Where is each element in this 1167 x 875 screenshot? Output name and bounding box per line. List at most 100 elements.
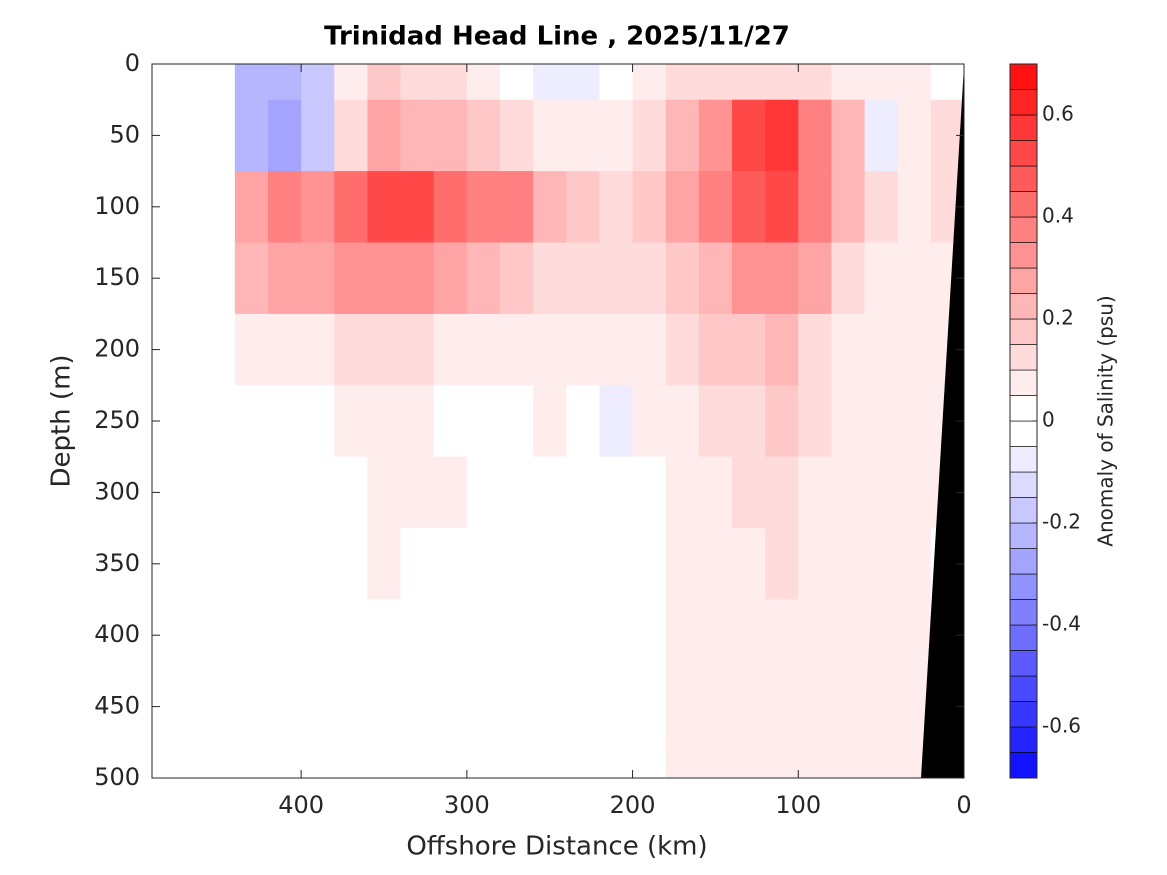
field-cell xyxy=(698,528,733,600)
field-cell xyxy=(234,599,269,672)
field-cell xyxy=(433,742,468,779)
field-cell xyxy=(632,171,667,243)
field-cell xyxy=(566,385,600,458)
field-cell xyxy=(698,64,733,101)
y-tick-label: 0 xyxy=(125,49,140,77)
colorbar-band xyxy=(1009,548,1038,575)
field-cell xyxy=(334,385,368,458)
field-cell xyxy=(765,99,799,172)
y-tick-label: 500 xyxy=(94,763,140,791)
colorbar-band xyxy=(1009,675,1038,702)
field-cell xyxy=(798,528,832,600)
field-cell xyxy=(433,64,468,101)
field-cell xyxy=(566,171,600,243)
field-cell xyxy=(897,385,932,458)
field-cell xyxy=(798,171,832,243)
field-cell xyxy=(334,313,368,386)
field-cell xyxy=(400,528,435,600)
field-cell xyxy=(466,313,501,386)
field-cell xyxy=(400,64,435,101)
field-cell xyxy=(732,528,766,600)
field-cell xyxy=(632,456,667,529)
chart-title: Trinidad Head Line , 2025/11/27 xyxy=(324,22,790,52)
field-cell xyxy=(599,456,634,529)
field-cell xyxy=(400,599,435,672)
y-tick-label: 450 xyxy=(94,692,140,720)
y-tick-label: 250 xyxy=(94,406,140,434)
field-cell xyxy=(632,670,667,743)
field-cell xyxy=(433,99,468,172)
field-cell xyxy=(831,528,866,600)
field-cell xyxy=(533,528,567,600)
field-cell xyxy=(698,385,733,458)
field-cell xyxy=(831,313,866,386)
field-cell xyxy=(864,313,899,386)
field-cell xyxy=(897,64,932,101)
field-cell xyxy=(268,528,302,600)
field-cell xyxy=(367,528,402,600)
field-cell xyxy=(334,64,368,101)
field-cell xyxy=(400,171,435,243)
field-cell xyxy=(566,64,600,101)
field-cell xyxy=(798,64,832,101)
field-cell xyxy=(599,599,634,672)
field-cell xyxy=(234,456,269,529)
field-cell xyxy=(433,385,468,458)
field-cell xyxy=(433,171,468,243)
field-cell xyxy=(301,171,335,243)
field-cell xyxy=(268,599,302,672)
field-cell xyxy=(301,670,335,743)
y-tick-label: 200 xyxy=(94,335,140,363)
field-cell xyxy=(732,456,766,529)
field-cell xyxy=(367,313,402,386)
colorbar-band xyxy=(1009,293,1038,320)
field-cell xyxy=(500,742,534,779)
field-cell xyxy=(599,242,634,315)
field-cell xyxy=(566,242,600,315)
field-cell xyxy=(500,456,534,529)
field-cell xyxy=(665,171,700,243)
field-cell xyxy=(599,670,634,743)
field-cell xyxy=(268,385,302,458)
field-cell xyxy=(367,171,402,243)
field-cell xyxy=(732,599,766,672)
field-cell xyxy=(301,313,335,386)
field-cell xyxy=(698,670,733,743)
field-cell xyxy=(632,528,667,600)
field-cell xyxy=(234,528,269,600)
field-cell xyxy=(400,313,435,386)
field-cell xyxy=(533,742,567,779)
field-cell xyxy=(831,64,866,101)
field-cell xyxy=(632,742,667,779)
field-cell xyxy=(268,99,302,172)
field-cell xyxy=(500,528,534,600)
field-cell xyxy=(698,599,733,672)
field-cell xyxy=(433,456,468,529)
field-cell xyxy=(367,64,402,101)
field-cell xyxy=(632,599,667,672)
field-cell xyxy=(334,528,368,600)
field-cell xyxy=(268,456,302,529)
colorbar-band xyxy=(1009,114,1038,141)
colorbar-band xyxy=(1009,650,1038,677)
field-cell xyxy=(466,99,501,172)
field-cell xyxy=(765,456,799,529)
field-cell xyxy=(831,742,866,779)
colorbar-band xyxy=(1009,344,1038,371)
field-cell xyxy=(798,313,832,386)
field-cell xyxy=(334,242,368,315)
field-cell xyxy=(732,242,766,315)
colorbar-tick-label: 0 xyxy=(1042,408,1055,432)
field-cell xyxy=(864,64,899,101)
y-tick-label: 300 xyxy=(94,477,140,505)
field-cell xyxy=(367,742,402,779)
field-cell xyxy=(566,528,600,600)
field-cell xyxy=(533,385,567,458)
y-tick-label: 350 xyxy=(94,549,140,577)
field-cell xyxy=(732,171,766,243)
field xyxy=(234,64,965,779)
field-cell xyxy=(765,670,799,743)
colorbar-band xyxy=(1009,599,1038,626)
colorbar-band xyxy=(1009,752,1038,779)
